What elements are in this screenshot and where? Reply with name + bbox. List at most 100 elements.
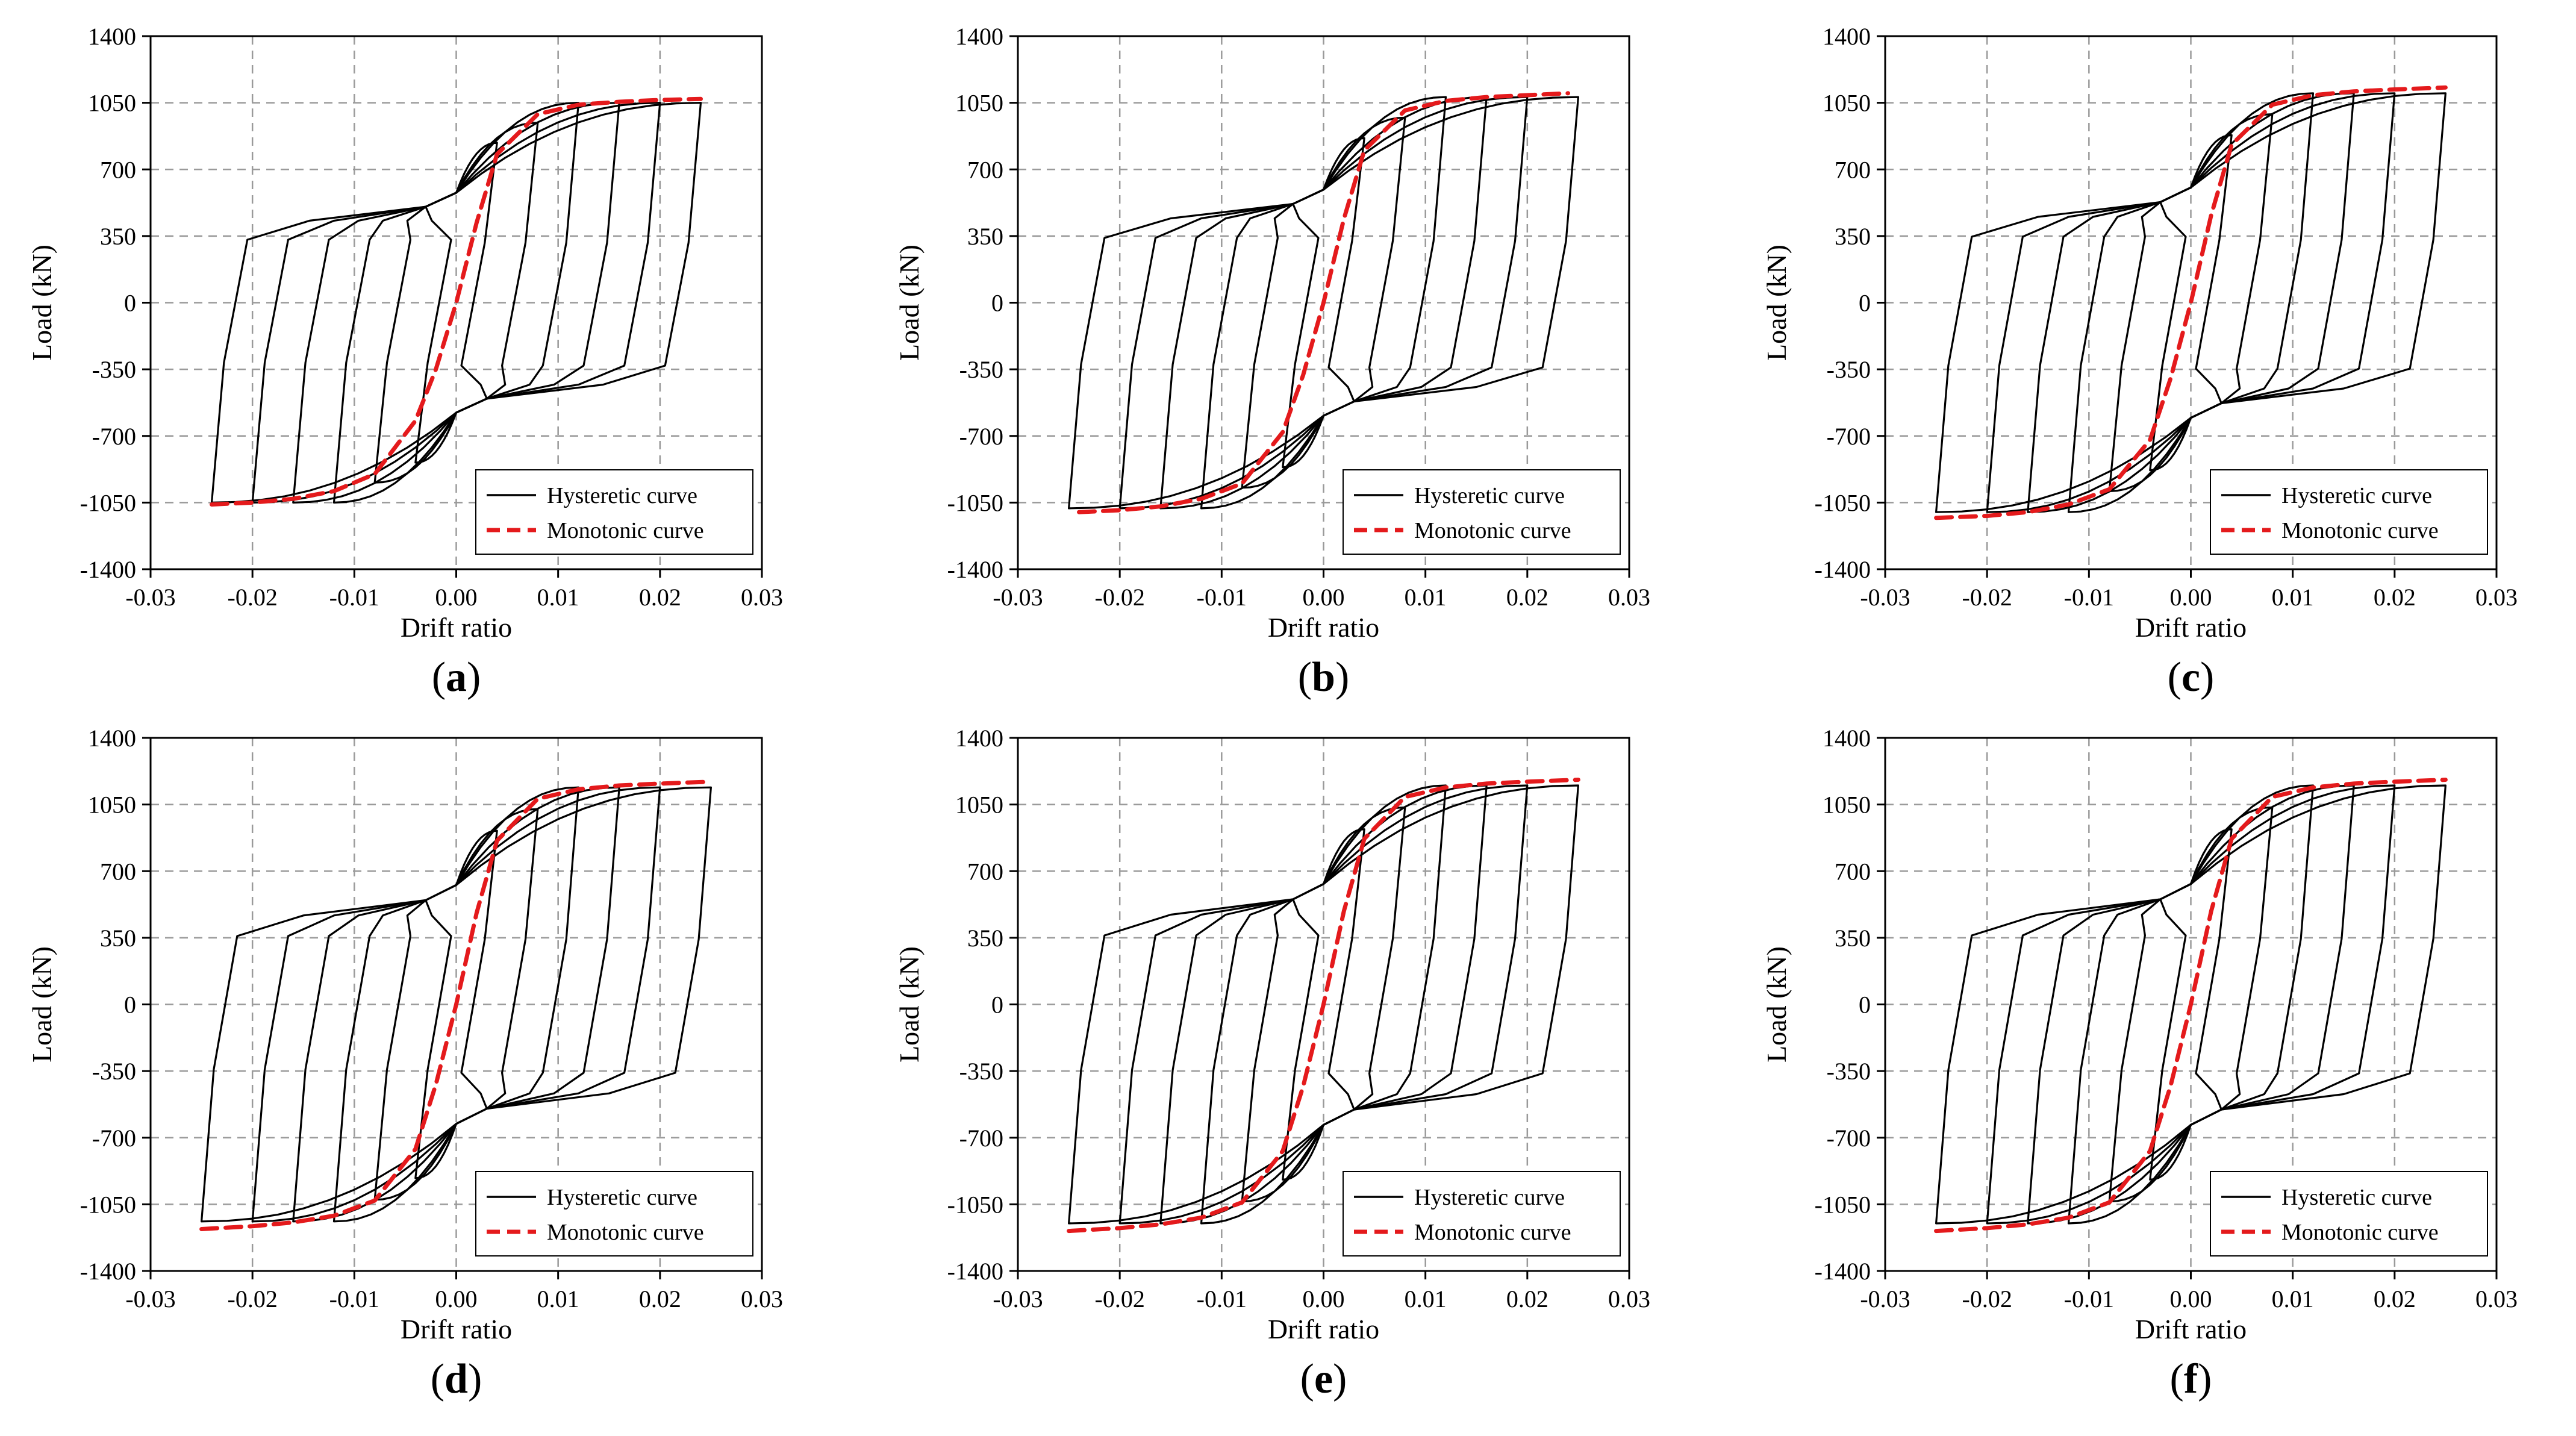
y-tick-label: 350 [967, 925, 1003, 952]
y-tick-label: -1400 [1815, 556, 1871, 583]
legend-label-monotonic: Monotonic curve [1414, 1220, 1571, 1245]
y-tick-label: 700 [100, 156, 136, 183]
y-tick-label: 0 [124, 991, 136, 1019]
x-tick-label: 0.00 [2170, 1285, 2212, 1313]
x-axis-title: Drift ratio [1268, 612, 1379, 643]
y-tick-label: 1400 [955, 725, 1003, 752]
legend-box [475, 469, 753, 555]
y-axis-title: Load (kN) [27, 245, 57, 361]
x-tick-label: -0.01 [329, 1285, 379, 1313]
x-tick-label: 0.02 [1506, 584, 1548, 611]
monotonic-curve [1934, 778, 2448, 1234]
y-tick-label: -700 [959, 1125, 1003, 1152]
y-tick-label: -1400 [947, 556, 1003, 583]
panel-caption-letter: d [444, 1356, 468, 1402]
monotonic-curve [210, 96, 703, 507]
x-tick-label: 0.00 [435, 1285, 478, 1313]
x-tick-label: 0.02 [639, 584, 681, 611]
x-tick-label: -0.02 [1095, 584, 1145, 611]
legend-label-monotonic: Monotonic curve [2281, 518, 2439, 543]
legend-label-monotonic: Monotonic curve [2281, 1220, 2439, 1245]
monotonic-curve [1077, 91, 1570, 514]
x-axis-title: Drift ratio [2135, 612, 2247, 643]
y-tick-label: 350 [100, 925, 136, 952]
panel-caption-letter: b [1312, 654, 1335, 701]
y-tick-label: -1050 [80, 489, 136, 516]
y-tick-label: 0 [991, 991, 1003, 1019]
x-tick-label: -0.02 [228, 584, 278, 611]
monotonic-curve [1934, 85, 2448, 520]
x-tick-label: -0.02 [1962, 584, 2012, 611]
x-tick-label: -0.03 [993, 584, 1043, 611]
chart-panel-f: -0.03 -0.02 -0.01 0.00 0.01 0.02 0.03 -1400 -105… [1759, 720, 2576, 1402]
legend-box [475, 1171, 753, 1256]
legend-label-hysteretic: Hysteretic curve [547, 483, 697, 508]
hysteretic-loop [1935, 784, 2447, 1225]
chart-svg: -0.03 -0.02 -0.01 0.00 0.01 0.02 0.03 -1400 -105… [27, 725, 783, 1344]
y-tick-label: -700 [92, 1125, 136, 1152]
chart-panel-d: -0.03 -0.02 -0.01 0.00 0.01 0.02 0.03 -1400 -105… [24, 720, 855, 1402]
legend-box [1343, 469, 1621, 555]
y-tick-label: 1050 [1823, 791, 1871, 819]
x-tick-label: 0.00 [435, 584, 478, 611]
y-tick-label: 0 [124, 290, 136, 317]
y-axis-title: Load (kN) [894, 946, 925, 1063]
hysteretic-loop [1935, 92, 2447, 513]
y-axis-title: Load (kN) [27, 946, 57, 1063]
y-tick-label: -1050 [1815, 489, 1871, 516]
panel-caption-b: (b) [1297, 654, 1350, 701]
y-tick-label: 1050 [88, 791, 136, 819]
x-tick-label: -0.02 [1962, 1285, 2012, 1313]
legend-label-hysteretic: Hysteretic curve [1414, 1185, 1565, 1210]
y-tick-label: -350 [92, 1058, 136, 1085]
y-tick-label: -700 [959, 423, 1003, 450]
x-axis-title: Drift ratio [401, 612, 512, 643]
chart-svg: -0.03 -0.02 -0.01 0.00 0.01 0.02 0.03 -1400 -105… [27, 23, 783, 643]
chart-svg: -0.03 -0.02 -0.01 0.00 0.01 0.02 0.03 -1400 -105… [894, 725, 1650, 1344]
y-tick-label: -350 [1827, 356, 1871, 383]
x-tick-label: 0.02 [639, 1285, 681, 1313]
x-tick-label: 0.00 [2170, 584, 2212, 611]
monotonic-curve [199, 779, 713, 1231]
y-tick-label: 0 [1859, 290, 1871, 317]
monotonic-curve [1067, 778, 1580, 1234]
y-tick-label: -1050 [1815, 1191, 1871, 1218]
panel-caption-a: (a) [431, 654, 481, 701]
chart-panel-b: -0.03 -0.02 -0.01 0.00 0.01 0.02 0.03 -1400 -105… [891, 18, 1723, 701]
legend-label-hysteretic: Hysteretic curve [547, 1185, 697, 1210]
x-tick-label: -0.01 [2064, 584, 2114, 611]
y-tick-label: 350 [967, 223, 1003, 250]
y-tick-label: 1400 [1823, 23, 1871, 50]
y-tick-label: -1400 [1815, 1258, 1871, 1285]
x-axis-title: Drift ratio [2135, 1314, 2247, 1344]
panel-caption-letter: c [2181, 654, 2201, 701]
x-tick-label: 0.03 [2475, 584, 2518, 611]
y-tick-label: -350 [959, 356, 1003, 383]
x-tick-label: 0.02 [1506, 1285, 1548, 1313]
y-tick-label: 700 [967, 858, 1003, 885]
y-tick-label: -350 [92, 356, 136, 383]
x-tick-label: -0.03 [1860, 1285, 1910, 1313]
y-tick-label: 700 [967, 156, 1003, 183]
y-tick-label: 350 [100, 223, 136, 250]
x-tick-label: 0.03 [741, 1285, 783, 1313]
y-tick-label: -1050 [80, 1191, 136, 1218]
y-tick-label: 700 [1835, 858, 1871, 885]
legend-label-monotonic: Monotonic curve [1414, 518, 1571, 543]
legend-box [2210, 1171, 2488, 1256]
legend-label-monotonic: Monotonic curve [547, 518, 704, 543]
chart-svg: -0.03 -0.02 -0.01 0.00 0.01 0.02 0.03 -1400 -105… [1761, 725, 2518, 1344]
y-tick-label: 0 [991, 290, 1003, 317]
x-tick-label: 0.03 [1608, 1285, 1650, 1313]
y-tick-label: -700 [92, 423, 136, 450]
x-tick-label: 0.01 [537, 1285, 579, 1313]
y-tick-label: 0 [1859, 991, 1871, 1019]
x-tick-label: -0.01 [2064, 1285, 2114, 1313]
x-tick-label: 0.00 [1303, 1285, 1345, 1313]
y-tick-label: 350 [1835, 223, 1871, 250]
legend-box [1343, 1171, 1621, 1256]
y-tick-label: -1050 [947, 1191, 1003, 1218]
x-tick-label: -0.02 [228, 1285, 278, 1313]
chart-panel-e: -0.03 -0.02 -0.01 0.00 0.01 0.02 0.03 -1400 -105… [891, 720, 1723, 1402]
y-tick-label: -350 [1827, 1058, 1871, 1085]
